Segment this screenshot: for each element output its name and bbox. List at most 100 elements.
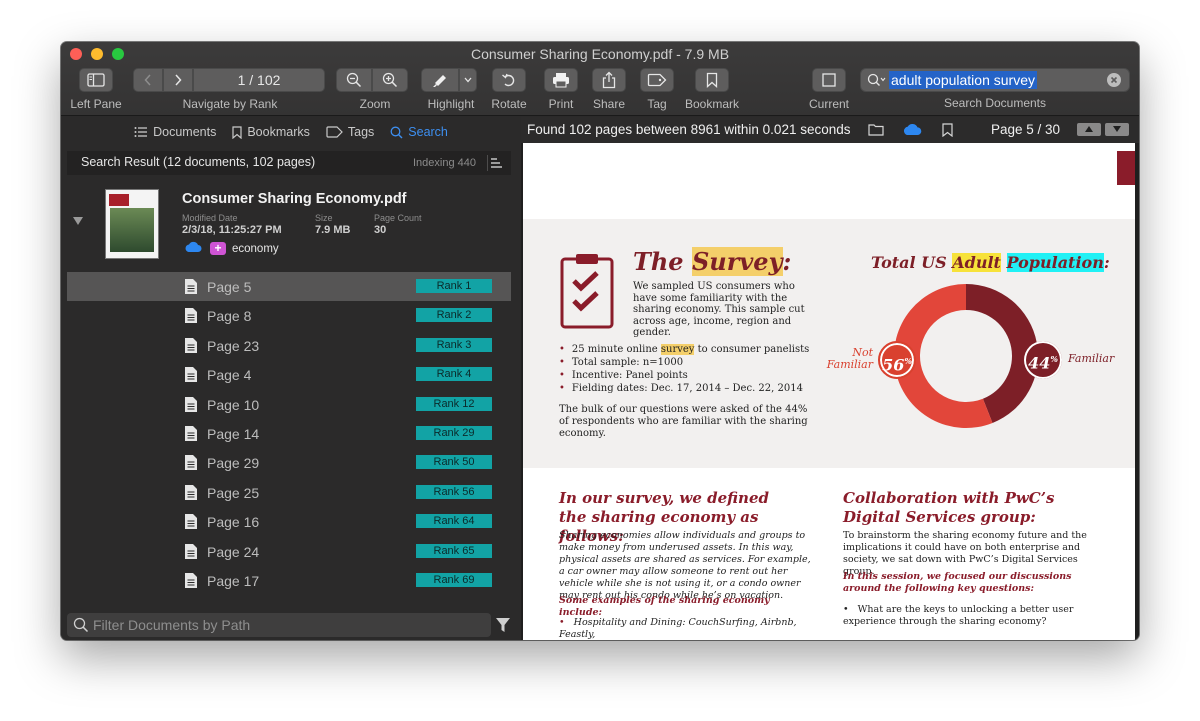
tab-search[interactable]: Search — [390, 125, 448, 139]
document-tag[interactable]: economy — [232, 243, 279, 255]
page-label: Page 25 — [207, 484, 260, 501]
highlight-label: Highlight — [427, 97, 475, 111]
clear-search-button[interactable] — [1107, 73, 1121, 87]
previous-rank-button[interactable] — [133, 68, 163, 92]
tag-icon — [326, 126, 343, 138]
tab-tags[interactable]: Tags — [326, 125, 374, 139]
close-icon — [1110, 76, 1118, 84]
document-thumbnail — [105, 189, 159, 259]
search-result-title: Search Result (12 documents, 102 pages) — [81, 155, 316, 169]
highlighted-term[interactable]: Adult — [952, 253, 1001, 272]
close-window-button[interactable] — [70, 48, 82, 60]
page-label: Page 10 — [207, 396, 260, 413]
current-button[interactable] — [812, 68, 846, 92]
page-label: Page 17 — [207, 573, 260, 589]
rank-badge: Rank 3 — [416, 337, 492, 352]
tab-documents[interactable]: Documents — [134, 125, 216, 139]
previous-result-button[interactable] — [1077, 123, 1101, 136]
zoom-control — [336, 68, 414, 92]
toolbar: Consumer Sharing Economy.pdf - 7.9 MB Le… — [61, 42, 1139, 116]
share-label: Share — [592, 97, 626, 111]
bullet-dot: • — [559, 617, 565, 628]
navigate-label: Navigate by Rank — [182, 97, 278, 111]
highlight-menu-button[interactable] — [459, 68, 477, 92]
highlighted-term[interactable]: survey — [660, 344, 695, 355]
page-label: Page 24 — [207, 543, 260, 560]
icloud-icon — [185, 241, 202, 252]
print-group: Print — [540, 68, 582, 111]
left-section-subheading: Some examples of the sharing economy inc… — [559, 595, 770, 618]
page-result-row[interactable] — [67, 604, 511, 608]
search-query-text[interactable]: adult population survey — [889, 71, 1037, 89]
left-pane-label: Left Pane — [70, 97, 122, 111]
share-button[interactable] — [592, 68, 626, 92]
search-found-status: Found 102 pages between 8961 within 0.02… — [527, 122, 851, 137]
folder-icon[interactable] — [868, 123, 884, 136]
page-result-row[interactable]: Page 4 Rank 4 — [67, 360, 511, 389]
filter-documents-field[interactable]: Filter Documents by Path — [67, 613, 491, 637]
next-rank-button[interactable] — [163, 68, 193, 92]
search-documents-field[interactable]: adult population survey — [860, 68, 1130, 92]
bullet-text: to consumer panelists — [694, 344, 810, 355]
disclosure-triangle-icon[interactable] — [73, 217, 83, 225]
zoom-in-button[interactable] — [372, 68, 408, 92]
zoom-window-button[interactable] — [112, 48, 124, 60]
rank-badge: Rank 65 — [416, 543, 492, 558]
not-familiar-label: Not Familiar — [826, 346, 873, 371]
page-result-row[interactable]: Page 5 Rank 1 — [67, 272, 511, 301]
page-result-row[interactable]: Page 8 Rank 2 — [67, 301, 511, 330]
left-pane-group: Left Pane — [69, 68, 123, 111]
highlighted-term[interactable]: Population — [1006, 253, 1104, 272]
print-button[interactable] — [544, 68, 578, 92]
page-icon — [185, 308, 197, 324]
bullet-item: Fielding dates: Dec. 17, 2014 – Dec. 22,… — [559, 382, 829, 395]
clipboard-checklist-icon — [560, 254, 614, 329]
page-result-row[interactable]: Page 24 Rank 65 — [67, 537, 511, 566]
donut-slice-not-familiar — [894, 284, 993, 428]
page-result-row[interactable]: Page 10 Rank 12 — [67, 390, 511, 419]
icloud-icon[interactable] — [902, 123, 922, 136]
highlighted-term[interactable]: Survey — [691, 247, 783, 276]
pdf-page: The Survey: We sampled US consumers who … — [523, 143, 1135, 640]
document-entry[interactable]: Consumer Sharing Economy.pdf Modified Da… — [61, 189, 521, 269]
bullet-item: Total sample: n=1000 — [559, 356, 829, 369]
page-result-row[interactable]: Page 17 Rank 69 — [67, 566, 511, 595]
title-space — [1001, 253, 1007, 272]
left-pane-button[interactable] — [79, 68, 113, 92]
page-result-row[interactable]: Page 25 Rank 56 — [67, 478, 511, 507]
highlight-button[interactable] — [421, 68, 459, 92]
document-name: Consumer Sharing Economy.pdf — [182, 191, 407, 207]
tab-bookmarks-label: Bookmarks — [247, 125, 310, 139]
survey-title-part: The — [633, 247, 692, 276]
next-result-button[interactable] — [1105, 123, 1129, 136]
page-result-row[interactable]: Page 23 Rank 3 — [67, 331, 511, 360]
rotate-button[interactable] — [492, 68, 526, 92]
page-icon — [185, 367, 197, 383]
size-value: 7.9 MB — [315, 224, 351, 236]
page-label: Page 29 — [207, 455, 260, 472]
bullet-item: Incentive: Panel points — [559, 369, 829, 382]
sort-options-icon[interactable] — [487, 155, 503, 171]
page-label: Page 16 — [207, 514, 260, 531]
page-result-row[interactable]: Page 16 Rank 64 — [67, 507, 511, 536]
page-icon — [185, 396, 197, 412]
filter-funnel-icon[interactable] — [495, 617, 511, 633]
bookmark-button[interactable] — [695, 68, 729, 92]
minimize-window-button[interactable] — [91, 48, 103, 60]
rank-badge: Rank 1 — [416, 279, 492, 293]
page-result-row[interactable]: Page 14 Rank 29 — [67, 419, 511, 448]
rank-badge: Rank 12 — [416, 396, 492, 411]
tag-button[interactable] — [640, 68, 674, 92]
thumbnail-title-block — [109, 194, 129, 206]
bookmark-icon[interactable] — [942, 123, 953, 137]
page-result-row[interactable]: Page 29 Rank 50 — [67, 448, 511, 477]
highlight-control — [421, 68, 481, 92]
page-number-field[interactable]: 1 / 102 — [193, 68, 325, 92]
bookmark-icon — [706, 72, 718, 88]
left-section-paragraph: Sharing economies allow individuals and … — [559, 530, 811, 601]
tab-bookmarks[interactable]: Bookmarks — [232, 125, 310, 139]
tag-badge-icon: + — [210, 242, 226, 255]
page-label: Page 8 — [207, 308, 252, 325]
zoom-out-button[interactable] — [336, 68, 372, 92]
bullet-text: What are the keys to unlocking a better … — [843, 604, 1074, 627]
